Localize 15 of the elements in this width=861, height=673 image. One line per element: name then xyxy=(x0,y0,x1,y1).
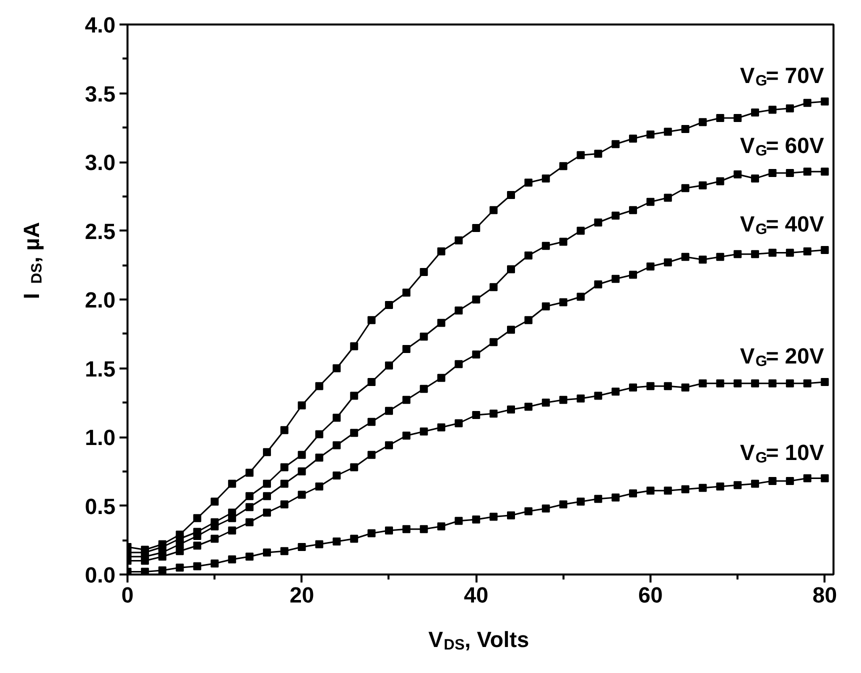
y-axis-title: IDS, µA xyxy=(19,222,46,300)
y-tick-label: 4.0 xyxy=(84,12,116,38)
x-tick-label: 80 xyxy=(812,582,838,608)
y-tick-label: 0.5 xyxy=(84,494,116,519)
y-tick-label: 3.5 xyxy=(84,81,116,106)
y-tick-label: 1.0 xyxy=(84,425,116,450)
y-tick-label: 0.0 xyxy=(84,562,116,588)
y-tick-label: 2.5 xyxy=(84,218,116,244)
x-tick-label: 60 xyxy=(638,582,663,608)
x-tick-label: 0 xyxy=(121,582,134,608)
y-tick-label: 2.0 xyxy=(84,288,116,312)
y-tick-label: 1.5 xyxy=(84,356,116,382)
x-tick-label: 20 xyxy=(290,582,314,608)
y-tick-label: 3.0 xyxy=(84,150,116,175)
x-tick-label: 40 xyxy=(464,582,488,608)
